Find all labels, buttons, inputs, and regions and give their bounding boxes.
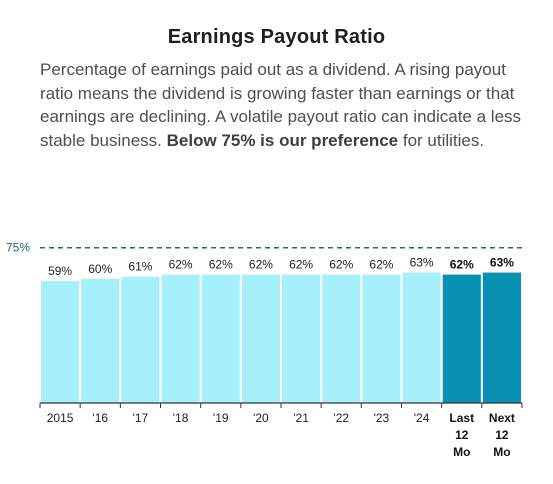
value-label-1: 60% <box>88 262 112 276</box>
value-label-6: 62% <box>289 258 313 272</box>
category-label-6: '21 <box>293 411 309 425</box>
bar-7 <box>322 274 361 403</box>
bar-0 <box>41 280 80 403</box>
bar-3 <box>161 274 200 403</box>
value-label-11: 63% <box>490 256 514 270</box>
value-label-3: 62% <box>169 258 193 272</box>
value-label-0: 59% <box>48 264 72 278</box>
bar-10 <box>442 274 481 403</box>
category-label-8: '23 <box>374 411 390 425</box>
bar-1 <box>81 278 120 403</box>
description-text-end: for utilities. <box>398 130 485 150</box>
bar-6 <box>282 274 321 403</box>
bar-2 <box>121 276 160 403</box>
bar-4 <box>201 274 240 403</box>
category-label-10: Last 12 Mo <box>449 411 474 459</box>
bar-8 <box>362 274 401 403</box>
category-label-0: 2015 <box>47 411 74 425</box>
reference-line-label: 75% <box>6 241 30 255</box>
category-label-1: '16 <box>92 411 108 425</box>
category-label-2: '17 <box>133 411 149 425</box>
category-label-3: '18 <box>173 411 189 425</box>
category-label-9: '24 <box>414 411 430 425</box>
category-label-4: '19 <box>213 411 229 425</box>
value-label-10: 62% <box>450 258 474 272</box>
bar-9 <box>402 272 441 403</box>
bars-group: 59% 60% 61% 62% 62% 62% 62% 62% 62% 63% 62% 63% <box>41 256 521 403</box>
description-text: Percentage of earnings paid out as a div… <box>40 60 522 150</box>
category-label-11: Next 12 Mo <box>489 411 515 459</box>
value-label-8: 62% <box>369 258 393 272</box>
value-label-9: 63% <box>410 256 434 270</box>
x-axis-ticks: 2015 '16 '17 '18 '19 '20 '21 '22 '23 '24 Last 12 Mo N… <box>39 403 523 459</box>
value-label-4: 62% <box>209 258 233 272</box>
bar-5 <box>241 274 280 403</box>
description-emphasis: Below 75% is our preference <box>166 130 399 150</box>
bar-11 <box>482 272 521 403</box>
chart-title: Earnings Payout Ratio <box>167 26 386 48</box>
category-label-7: '22 <box>333 411 349 425</box>
category-label-5: '20 <box>253 411 269 425</box>
value-label-7: 62% <box>329 258 353 272</box>
chart-description: Percentage of earnings paid out as a div… <box>40 58 530 152</box>
value-label-2: 61% <box>128 260 152 274</box>
value-label-5: 62% <box>249 258 273 272</box>
